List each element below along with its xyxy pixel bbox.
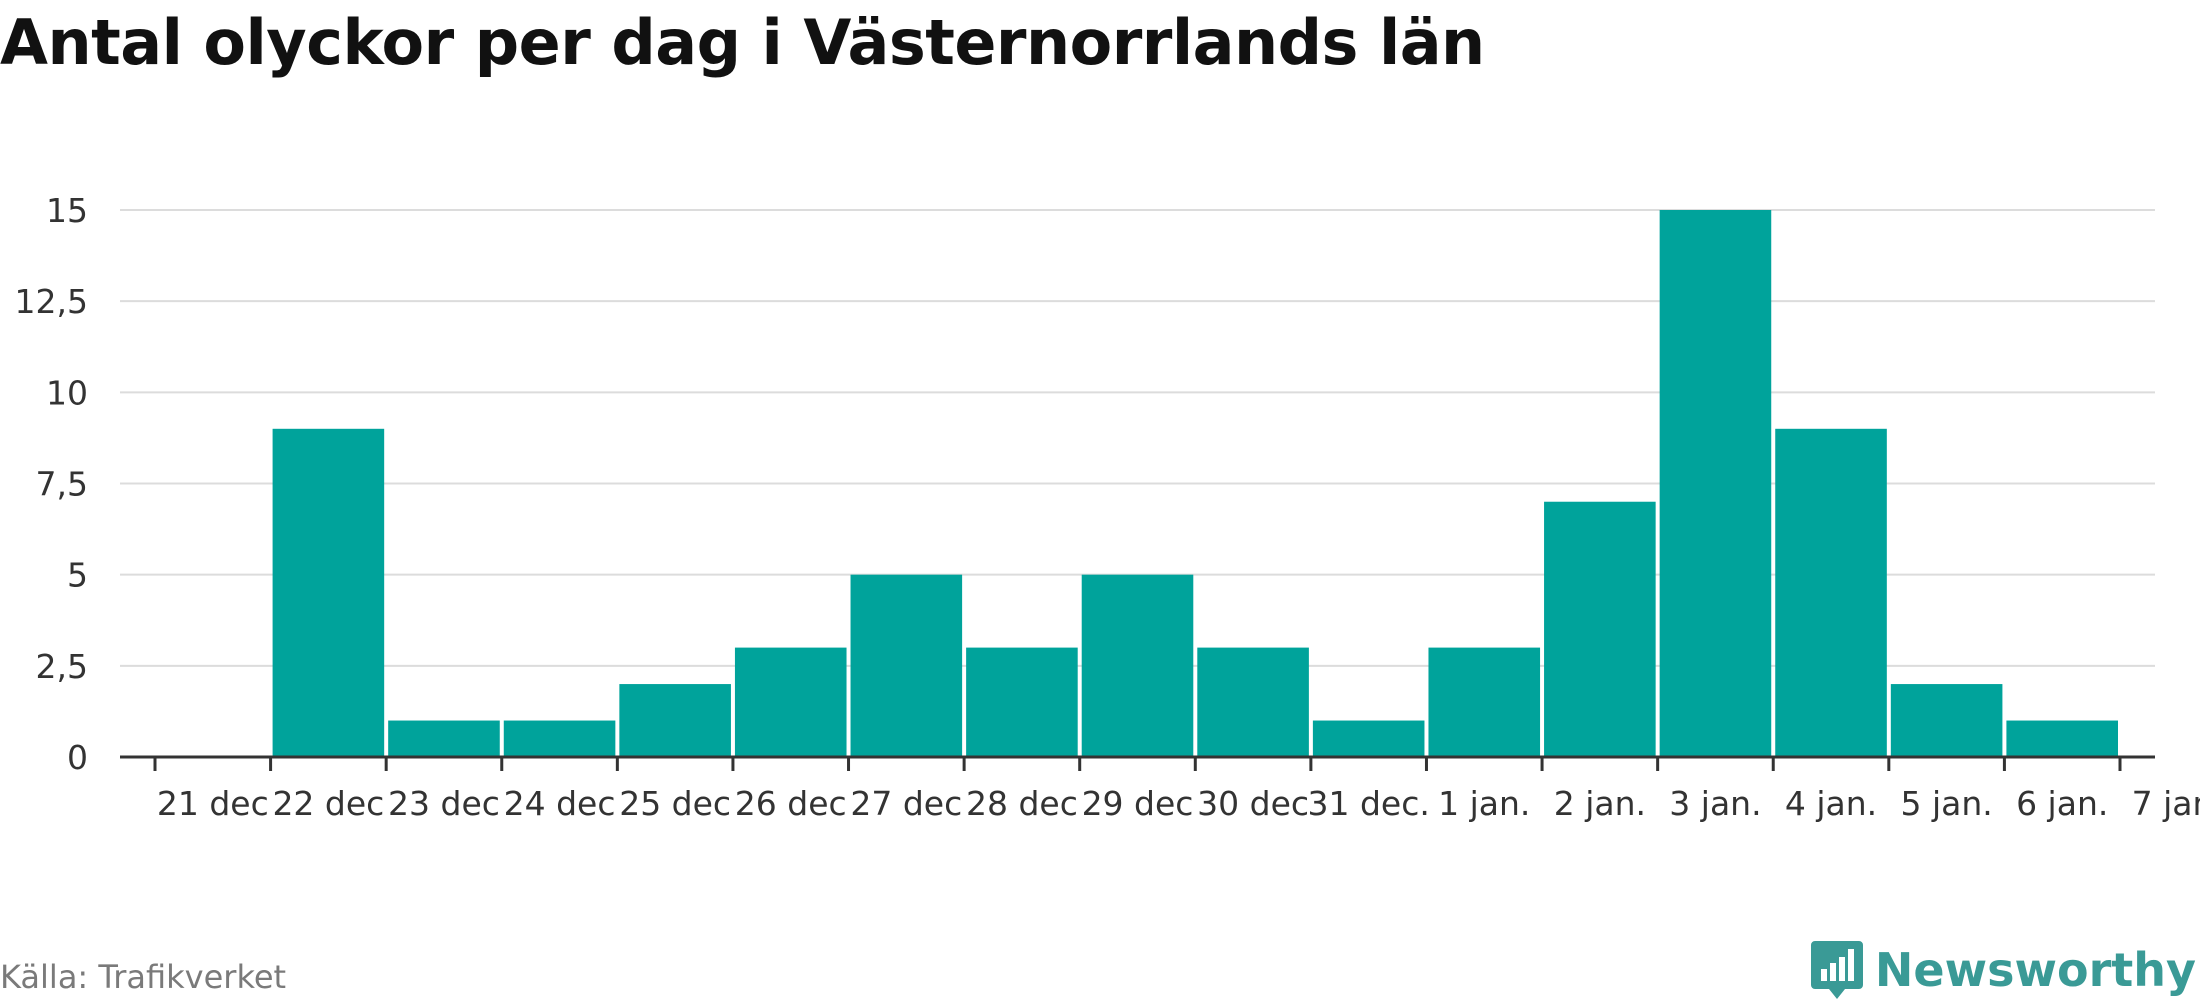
- bar: [1544, 501, 1656, 757]
- x-tick-label: 28 dec: [966, 784, 1078, 823]
- x-tick-label: 3 jan.: [1669, 784, 1761, 823]
- x-tick-label: 29 dec: [1082, 784, 1194, 823]
- y-tick-label: 10: [46, 373, 88, 412]
- bars: [272, 210, 2118, 757]
- y-tick-label: 7,5: [36, 465, 88, 504]
- brand-logo[interactable]: Newsworthy: [1810, 938, 2196, 1002]
- x-tick-label: 24 dec: [504, 784, 616, 823]
- x-tick-label: 27 dec: [850, 784, 962, 823]
- bar: [1775, 428, 1887, 757]
- x-tick-label: 7 jan.: [2132, 784, 2200, 823]
- source-note: Källa: Trafikverket: [0, 958, 287, 996]
- bar: [1197, 647, 1309, 757]
- x-tick-label: 5 jan.: [1900, 784, 1992, 823]
- x-tick-label: 6 jan.: [2016, 784, 2108, 823]
- bar-chart: 0 2,5 5 7,5 10 12,5 15 21 dec 22 dec 23 dec 24 de…: [15, 191, 2200, 823]
- x-tick-label: 23 dec: [388, 784, 500, 823]
- bar: [1312, 720, 1425, 757]
- bar: [619, 684, 731, 757]
- x-tick-label: 26 dec: [735, 784, 847, 823]
- x-axis: 21 dec 22 dec 23 dec 24 dec 25 dec 26 dec 27 d…: [120, 755, 2200, 823]
- bar: [734, 647, 847, 757]
- bar: [272, 428, 385, 757]
- x-tick-label: 1 jan.: [1438, 784, 1530, 823]
- x-tick-label: 22 dec: [272, 784, 384, 823]
- x-tick-label: 25 dec: [619, 784, 731, 823]
- bar: [1428, 647, 1541, 757]
- bar: [388, 720, 500, 757]
- y-tick-label: 0: [67, 738, 88, 777]
- x-tick-label: 30 dec: [1197, 784, 1309, 823]
- y-tick-label: 2,5: [36, 647, 88, 686]
- bar: [1081, 574, 1194, 757]
- bar: [503, 720, 616, 757]
- bar: [966, 647, 1078, 757]
- bar: [1890, 684, 2003, 757]
- x-tick-label: 21 dec: [157, 784, 269, 823]
- x-tick-label: 4 jan.: [1785, 784, 1877, 823]
- brand-name: Newsworthy: [1874, 943, 2196, 997]
- x-tick-label: 2 jan.: [1554, 784, 1646, 823]
- bar: [1659, 210, 1772, 757]
- bar: [850, 574, 963, 757]
- bar-chart-icon: [1810, 941, 1863, 999]
- x-tick-label: 31 dec.: [1307, 784, 1429, 823]
- y-axis: 0 2,5 5 7,5 10 12,5 15: [15, 191, 88, 777]
- chart-title: Antal olyckor per dag i Västernorrlands …: [0, 6, 1485, 79]
- bar: [2006, 720, 2118, 757]
- y-tick-label: 5: [67, 556, 88, 595]
- y-tick-label: 12,5: [15, 282, 88, 321]
- y-tick-label: 15: [46, 191, 88, 230]
